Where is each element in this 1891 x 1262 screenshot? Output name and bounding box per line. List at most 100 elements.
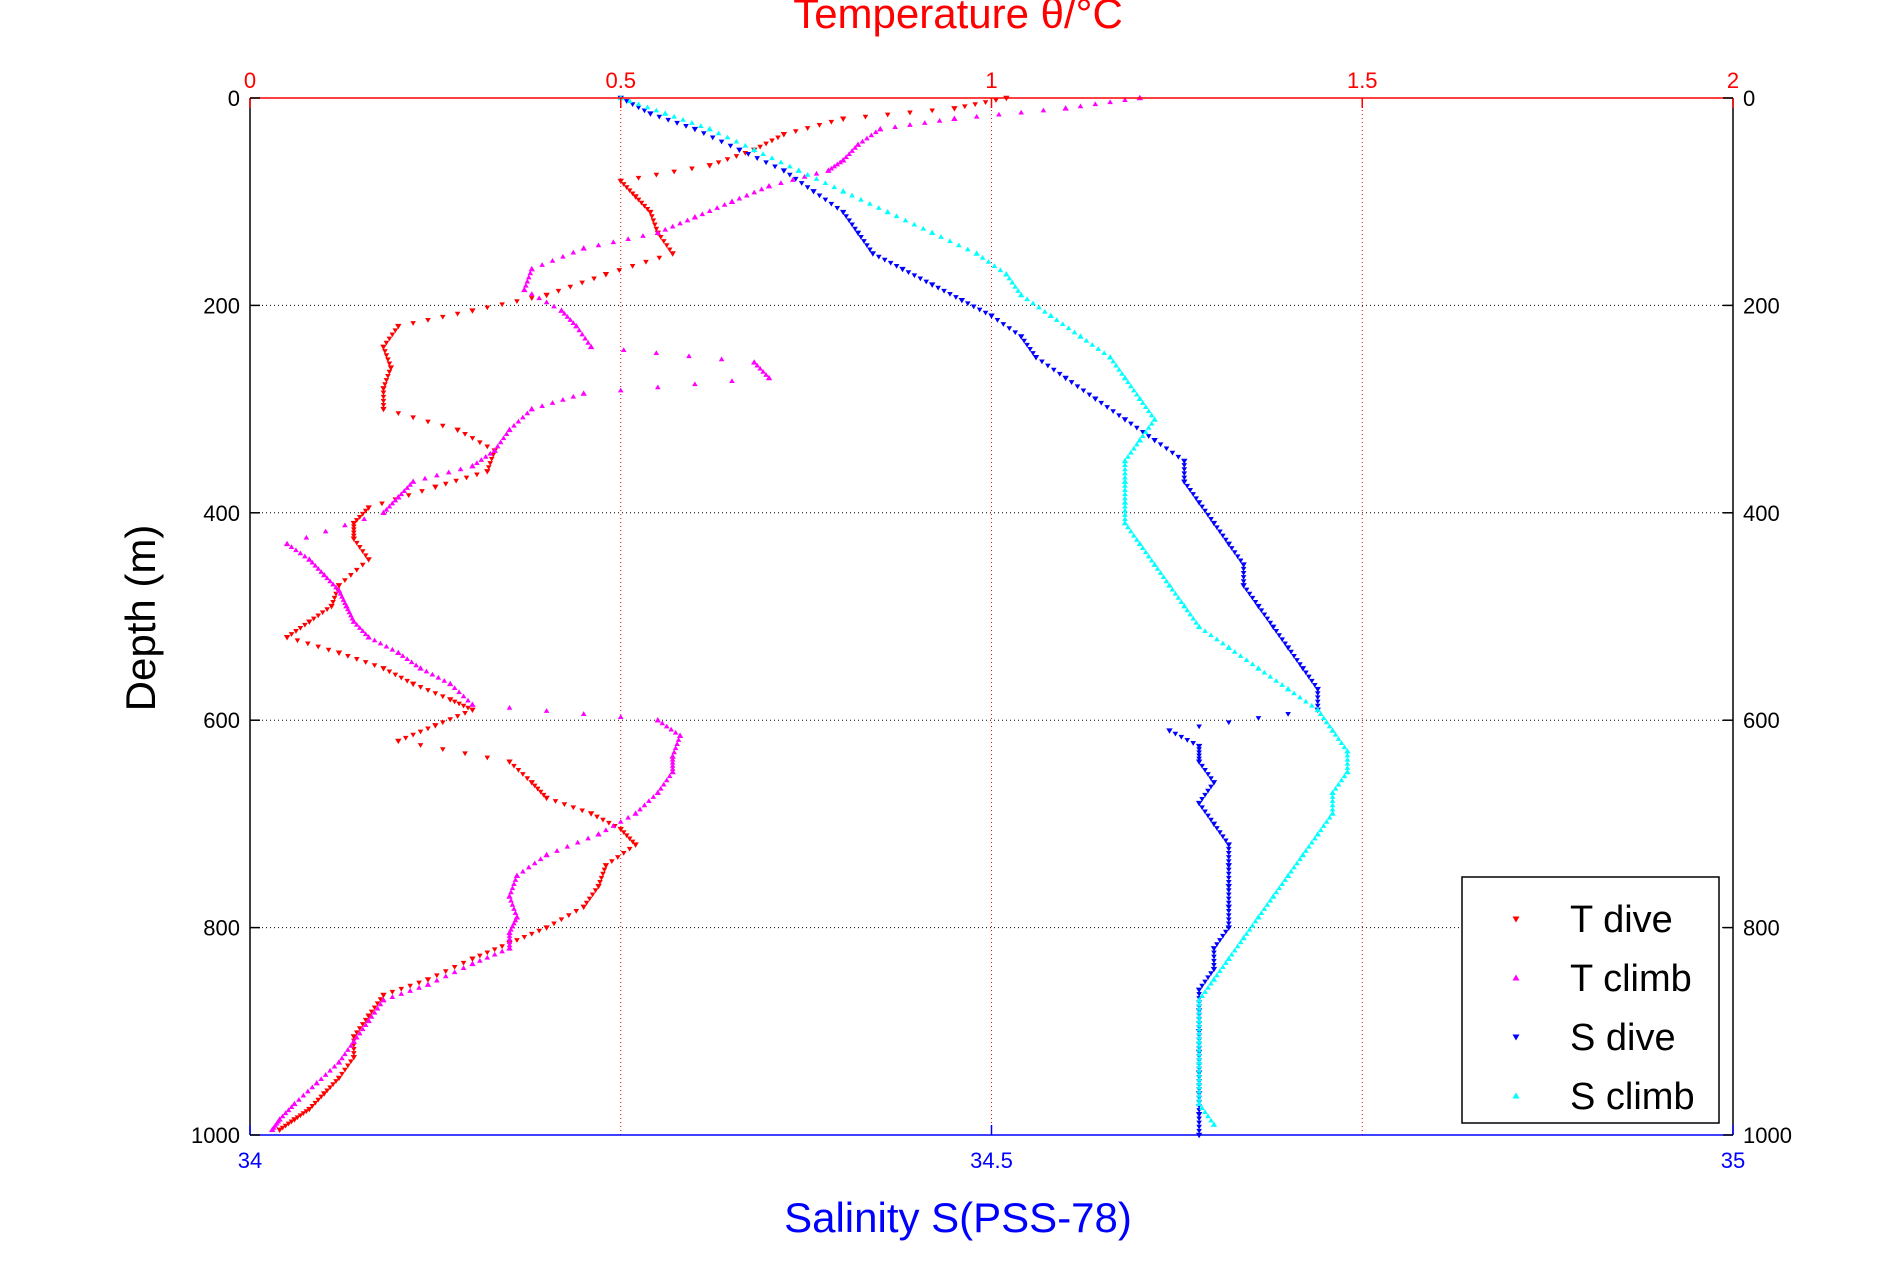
data-point	[404, 485, 410, 490]
data-point	[718, 139, 725, 145]
data-point	[460, 965, 467, 971]
data-point	[585, 835, 591, 841]
data-point	[309, 559, 316, 565]
data-point	[1122, 491, 1128, 497]
data-point	[306, 1106, 313, 1113]
data-point	[828, 119, 835, 125]
data-point	[362, 1017, 369, 1023]
data-point	[1145, 434, 1152, 439]
data-point	[1195, 996, 1203, 1003]
temperature-tick-label: 2	[1727, 68, 1739, 93]
data-point	[389, 989, 396, 995]
data-point	[1329, 810, 1336, 816]
data-point	[508, 889, 514, 895]
data-point	[979, 254, 986, 260]
data-point	[650, 218, 657, 224]
data-point	[442, 969, 449, 974]
data-point	[744, 192, 750, 198]
data-point	[524, 278, 531, 284]
data-point	[442, 481, 449, 487]
data-point	[395, 738, 402, 745]
data-point	[804, 171, 811, 177]
data-point	[1131, 532, 1137, 538]
data-point	[439, 720, 446, 726]
data-point	[1181, 458, 1188, 465]
data-point	[1151, 437, 1158, 444]
data-point	[560, 396, 566, 402]
data-point	[1122, 507, 1128, 513]
data-point	[506, 893, 513, 899]
data-point	[911, 221, 918, 227]
data-point	[754, 156, 760, 161]
data-point	[1284, 645, 1292, 651]
data-point	[997, 267, 1004, 273]
data-point	[451, 685, 458, 691]
data-point	[1190, 492, 1196, 497]
data-point	[626, 188, 633, 194]
data-point	[1195, 1017, 1203, 1024]
data-point	[1208, 1117, 1214, 1123]
data-point	[570, 393, 577, 399]
data-point	[586, 896, 593, 902]
data-point	[792, 129, 799, 134]
data-point	[1122, 462, 1128, 468]
data-point	[1211, 954, 1217, 960]
data-point	[858, 196, 864, 202]
data-point	[804, 126, 811, 131]
data-point	[469, 960, 476, 967]
data-point	[654, 229, 662, 236]
series-s-climb	[617, 94, 1351, 1127]
data-point	[520, 414, 526, 420]
salinity-axis-title: Salinity S(PSS-78)	[784, 1194, 1132, 1241]
data-point	[917, 276, 924, 282]
data-point	[828, 165, 835, 171]
data-point	[843, 214, 849, 220]
data-point	[1196, 1063, 1202, 1069]
legend-marker	[1512, 1034, 1520, 1041]
data-point	[677, 220, 683, 226]
data-point	[669, 753, 676, 759]
data-point	[1202, 768, 1208, 773]
data-point	[561, 802, 568, 807]
data-point	[413, 662, 419, 668]
data-point	[669, 759, 676, 765]
data-point	[576, 327, 583, 333]
data-point	[789, 177, 796, 182]
data-point	[1249, 922, 1256, 928]
legend-marker	[1512, 1092, 1520, 1099]
data-point	[564, 314, 571, 319]
data-point	[610, 239, 617, 245]
data-point	[626, 98, 633, 104]
data-point	[907, 110, 913, 116]
data-point	[935, 285, 941, 291]
data-point	[660, 781, 667, 787]
data-point	[368, 1013, 375, 1019]
data-point	[1344, 760, 1351, 766]
data-point	[1196, 1022, 1202, 1028]
data-point	[801, 174, 808, 179]
data-point	[1196, 753, 1202, 759]
data-point	[1344, 768, 1351, 775]
data-point	[881, 257, 888, 263]
data-point	[429, 671, 436, 677]
data-point	[1329, 806, 1336, 812]
data-point	[383, 643, 390, 649]
data-point	[1163, 446, 1170, 452]
data-point	[331, 595, 338, 601]
salinity-tick-label: 34	[238, 1148, 262, 1173]
data-point	[1317, 711, 1324, 716]
data-point	[351, 527, 357, 533]
data-point	[1210, 946, 1218, 952]
data-point	[297, 625, 304, 631]
data-point	[521, 934, 528, 940]
data-point	[852, 144, 858, 150]
data-point	[456, 701, 462, 707]
data-point	[822, 197, 829, 203]
data-point	[669, 768, 676, 775]
data-point	[424, 981, 432, 987]
data-point	[1125, 524, 1131, 530]
data-point	[511, 763, 517, 769]
data-point	[635, 175, 642, 181]
data-point	[1181, 467, 1188, 473]
data-point	[386, 361, 393, 367]
